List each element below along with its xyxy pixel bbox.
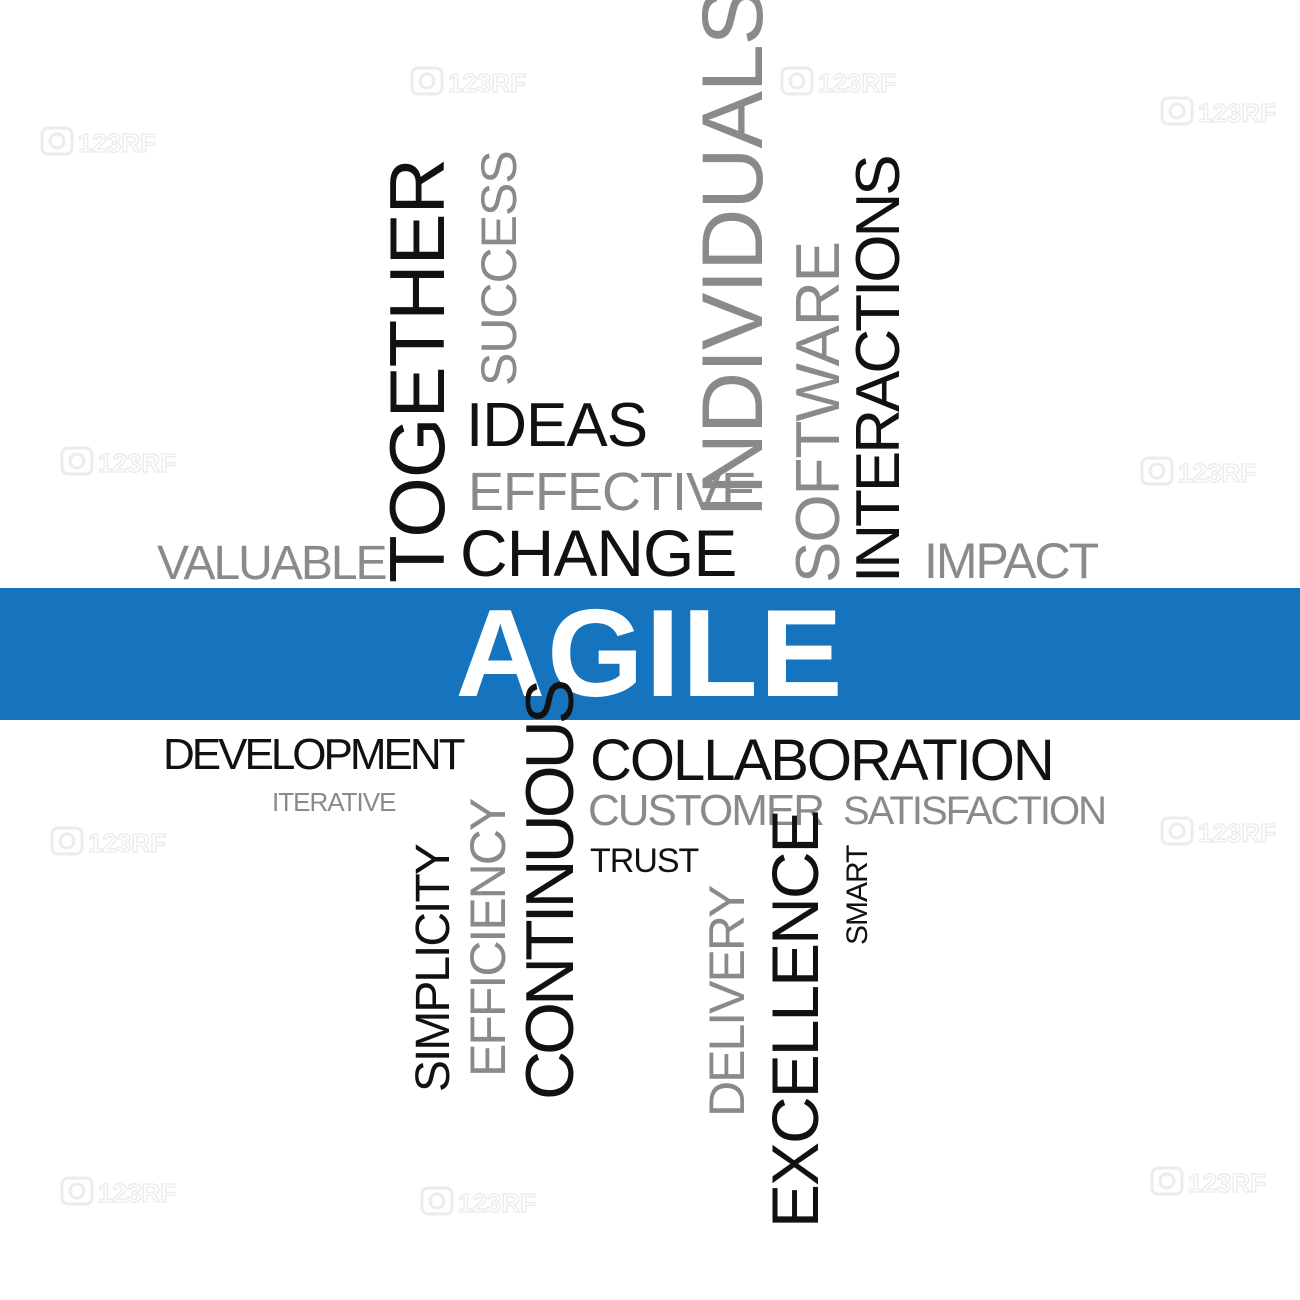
- word-simplicity: SIMPLICITY: [410, 845, 458, 1092]
- word-individuals: INDIVIDUALS: [690, 0, 776, 518]
- word-trust: TRUST: [590, 844, 698, 878]
- svg-text:123RF: 123RF: [88, 828, 166, 858]
- word-smart: SMART: [843, 846, 873, 945]
- watermark-logo: 123RF: [1140, 450, 1258, 494]
- word-excellence: EXCELLENCE: [762, 811, 828, 1228]
- word-software: SOFTWARE: [788, 242, 850, 583]
- svg-text:123RF: 123RF: [818, 68, 896, 98]
- watermark-logo: 123RF: [1150, 1160, 1268, 1204]
- svg-text:123RF: 123RF: [448, 68, 526, 98]
- watermark-logo: 123RF: [60, 440, 178, 484]
- svg-text:123RF: 123RF: [458, 1188, 536, 1218]
- svg-text:123RF: 123RF: [1198, 98, 1276, 128]
- watermark-logo: 123RF: [410, 60, 528, 104]
- word-valuable: VALUABLE: [157, 540, 386, 588]
- watermark-logo: 123RF: [780, 60, 898, 104]
- watermark-logo: 123RF: [420, 1180, 538, 1224]
- watermark-logo: 123RF: [1160, 810, 1278, 854]
- svg-text:123RF: 123RF: [1188, 1168, 1266, 1198]
- word-delivery: DELIVERY: [702, 887, 752, 1117]
- word-interactions: INTERACTIONS: [848, 157, 910, 583]
- word-iterative: ITERATIVE: [272, 789, 395, 815]
- word-collaboration: COLLABORATION: [590, 732, 1053, 790]
- word-efficiency: EFFICIENCY: [463, 800, 513, 1077]
- watermark-logo: 123RF: [50, 820, 168, 864]
- word-impact: IMPACT: [924, 536, 1097, 586]
- banner-word-agile: AGILE: [0, 588, 1300, 720]
- word-development: DEVELOPMENT: [163, 733, 463, 777]
- word-change: CHANGE: [460, 520, 736, 586]
- word-together: TOGETHER: [378, 159, 456, 583]
- word-continuous: CONTINUOUS: [516, 683, 584, 1100]
- svg-text:123RF: 123RF: [98, 448, 176, 478]
- watermark-logo: 123RF: [1160, 90, 1278, 134]
- watermark-logo: 123RF: [60, 1170, 178, 1214]
- svg-text:123RF: 123RF: [1198, 818, 1276, 848]
- word-satisfaction: SATISFACTION: [843, 791, 1105, 831]
- watermark-logo: 123RF: [40, 120, 158, 164]
- svg-text:123RF: 123RF: [98, 1178, 176, 1208]
- word-success: SUCCESS: [474, 151, 524, 386]
- svg-text:123RF: 123RF: [78, 128, 156, 158]
- word-ideas: IDEAS: [466, 395, 647, 457]
- svg-text:123RF: 123RF: [1178, 458, 1256, 488]
